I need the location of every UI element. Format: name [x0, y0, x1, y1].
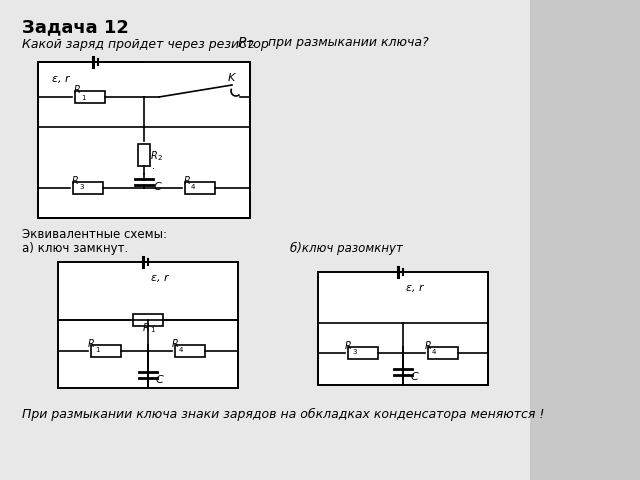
Text: ε, r: ε, r [406, 283, 424, 293]
Bar [185, 182, 215, 194]
Bar [138, 144, 150, 166]
Text: .: . [152, 161, 155, 171]
Text: R: R [238, 36, 248, 50]
Text: 1: 1 [150, 327, 154, 333]
Text: C: C [154, 182, 162, 192]
Text: R: R [151, 151, 157, 161]
Bar [175, 345, 205, 357]
Text: ε, r: ε, r [52, 74, 70, 84]
Bar [530, 0, 640, 480]
Text: Эквивалентные схемы:: Эквивалентные схемы: [22, 228, 167, 241]
Text: 1: 1 [95, 347, 99, 353]
Text: R: R [184, 176, 191, 186]
Text: 1: 1 [81, 95, 86, 101]
Bar [58, 262, 238, 388]
Bar [91, 345, 121, 357]
Text: ε, r: ε, r [151, 273, 168, 283]
Text: .   при размыкании ключа?: . при размыкании ключа? [252, 36, 429, 49]
Text: Какой заряд пройдет через резистор: Какой заряд пройдет через резистор [22, 38, 269, 51]
Bar [318, 272, 488, 385]
Text: R: R [74, 85, 81, 95]
Bar [348, 347, 378, 359]
Text: R: R [425, 341, 432, 351]
Text: 4: 4 [191, 184, 195, 190]
Text: При размыкании ключа знаки зарядов на обкладках конденсатора меняются !: При размыкании ключа знаки зарядов на об… [22, 408, 545, 421]
Text: 4: 4 [179, 347, 184, 353]
Text: 2: 2 [158, 155, 163, 161]
Text: а) ключ замкнут.: а) ключ замкнут. [22, 242, 128, 255]
Bar [428, 347, 458, 359]
Text: R: R [172, 339, 179, 349]
Bar [133, 314, 163, 326]
Text: K: K [228, 73, 236, 83]
Bar [75, 91, 105, 103]
Text: б)ключ разомкнут: б)ключ разомкнут [290, 242, 403, 255]
Text: 4: 4 [432, 349, 436, 355]
Text: 2: 2 [247, 40, 253, 50]
Text: R: R [72, 176, 79, 186]
Text: R: R [88, 339, 95, 349]
Text: R: R [143, 323, 150, 333]
Text: R: R [345, 341, 352, 351]
Text: C: C [156, 375, 164, 385]
Bar [38, 62, 250, 218]
Text: Задача 12: Задача 12 [22, 18, 129, 36]
Text: 3: 3 [79, 184, 83, 190]
Text: 3: 3 [352, 349, 356, 355]
Bar [73, 182, 103, 194]
Text: C: C [411, 372, 419, 382]
